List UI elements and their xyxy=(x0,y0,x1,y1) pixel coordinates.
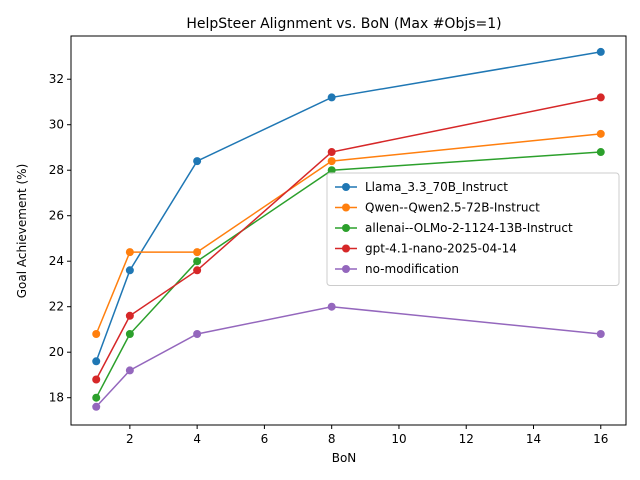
series-2-point xyxy=(125,330,134,339)
series-4-point xyxy=(596,330,605,339)
x-axis-label: BoN xyxy=(332,451,357,465)
series-1-point xyxy=(92,330,101,339)
series-0-point xyxy=(327,93,336,102)
series-3-point xyxy=(596,93,605,102)
y-tick-label: 20 xyxy=(49,345,64,359)
series-3-point xyxy=(92,375,101,384)
y-axis-label: Goal Achievement (%) xyxy=(15,164,29,299)
series-0-point xyxy=(596,47,605,56)
y-tick-label: 32 xyxy=(49,72,64,86)
y-axis: 18 20 22 24 26 28 30 32 xyxy=(49,72,71,405)
series-4-point xyxy=(125,366,134,375)
series-3-point xyxy=(193,266,202,275)
series-1-point xyxy=(327,157,336,166)
series-2-point xyxy=(327,166,336,175)
series-2-point xyxy=(596,148,605,157)
x-tick-label: 8 xyxy=(328,432,336,446)
legend-swatch-marker xyxy=(342,265,350,273)
series-0-point xyxy=(92,357,101,366)
y-tick-label: 28 xyxy=(49,163,64,177)
series-3-point xyxy=(125,311,134,320)
legend-label: Qwen--Qwen2.5-72B-Instruct xyxy=(365,201,540,215)
legend-swatch-marker xyxy=(342,244,350,253)
y-tick-label: 18 xyxy=(49,391,64,405)
x-tick-label: 6 xyxy=(261,432,269,446)
y-tick-label: 22 xyxy=(49,300,64,314)
series-4-point xyxy=(327,302,336,311)
x-tick-label: 2 xyxy=(126,432,134,446)
chart-title: HelpSteer Alignment vs. BoN (Max #Objs=1… xyxy=(186,16,501,32)
legend: Llama_3.3_70B_Instruct Qwen--Qwen2.5-72B-… xyxy=(326,172,620,286)
y-tick-label: 24 xyxy=(49,254,64,268)
y-tick-label: 26 xyxy=(49,209,64,223)
x-tick-label: 10 xyxy=(391,432,406,446)
series-1-point xyxy=(125,248,134,257)
series-0-point xyxy=(125,266,134,275)
x-tick-label: 16 xyxy=(593,432,608,446)
legend-label: allenai--OLMo-2-1124-13B-Instruct xyxy=(365,221,573,235)
legend-label: no-modification xyxy=(365,262,459,276)
series-2-point xyxy=(193,257,202,266)
axes-frame xyxy=(70,35,627,426)
series-1-point xyxy=(193,248,202,257)
plot-area xyxy=(92,47,605,411)
x-axis: 2 4 6 8 10 12 14 16 xyxy=(126,425,608,446)
legend-label: Llama_3.3_70B_Instruct xyxy=(365,180,508,194)
series-4-point xyxy=(193,330,202,339)
legend-swatch-marker xyxy=(342,183,350,191)
legend-swatch-marker xyxy=(342,224,350,232)
series-2-point xyxy=(92,393,101,402)
legend-label: gpt-4.1-nano-2025-04-14 xyxy=(365,242,517,256)
series-4-point xyxy=(92,402,101,411)
x-tick-label: 4 xyxy=(193,432,201,446)
x-tick-label: 14 xyxy=(526,432,541,446)
series-3-point xyxy=(327,148,336,157)
legend-box xyxy=(326,172,620,286)
y-tick-label: 30 xyxy=(49,118,64,132)
series-0-point xyxy=(193,157,202,166)
legend-swatch-marker xyxy=(342,203,350,212)
x-tick-label: 12 xyxy=(459,432,474,446)
series-1-point xyxy=(596,129,605,138)
